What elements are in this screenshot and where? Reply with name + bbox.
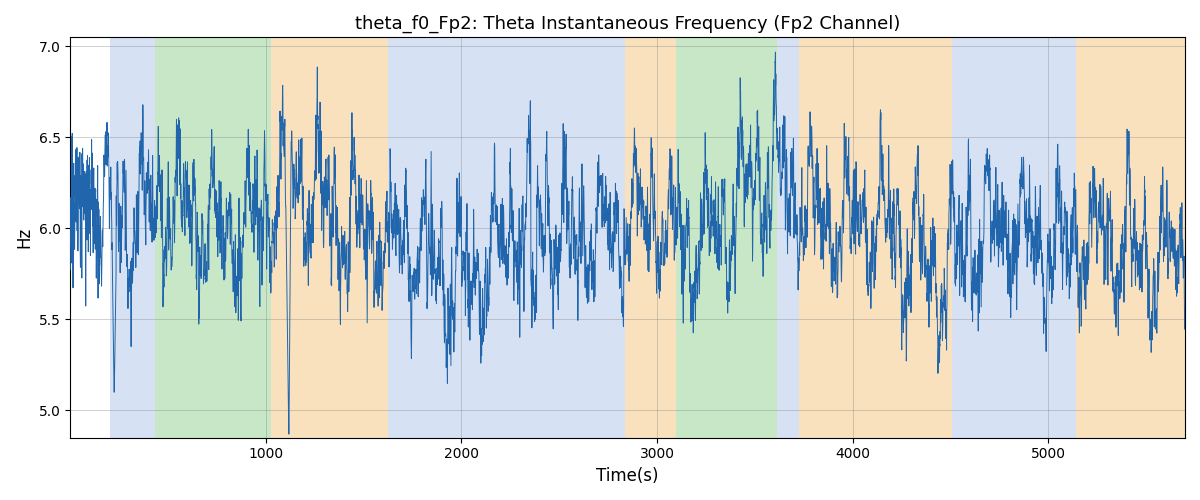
Title: theta_f0_Fp2: Theta Instantaneous Frequency (Fp2 Channel): theta_f0_Fp2: Theta Instantaneous Freque…	[355, 15, 900, 34]
Bar	[799, 38, 953, 438]
Bar	[625, 38, 676, 438]
Bar	[1076, 38, 1184, 438]
Bar	[778, 38, 799, 438]
Bar	[110, 38, 155, 438]
Bar	[676, 38, 778, 438]
Bar	[953, 38, 1060, 438]
Bar	[388, 38, 625, 438]
Bar	[1060, 38, 1076, 438]
Bar	[155, 38, 271, 438]
X-axis label: Time(s): Time(s)	[596, 467, 659, 485]
Bar	[271, 38, 388, 438]
Y-axis label: Hz: Hz	[16, 227, 34, 248]
